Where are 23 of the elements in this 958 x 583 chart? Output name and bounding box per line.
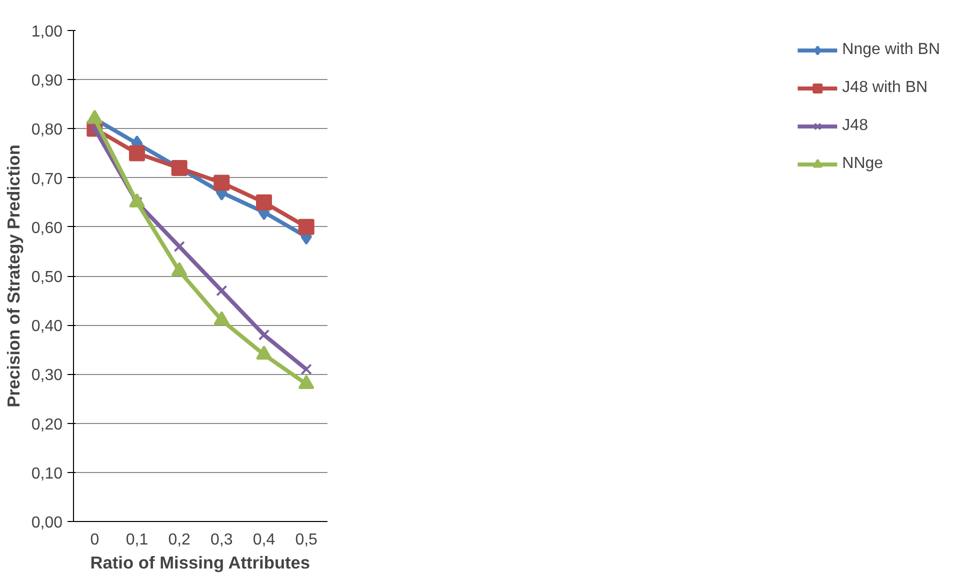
legend-label: Nnge with BN	[842, 41, 940, 59]
legend-label: J48	[842, 117, 868, 135]
y-tick-label: 0,30	[31, 367, 63, 384]
x-tick-label: 0,5	[295, 532, 318, 548]
x-tick-label: 0,2	[168, 532, 191, 548]
x-tick-label: 0,1	[126, 532, 148, 548]
y-tick-label: 0,00	[31, 514, 63, 532]
y-tick-label: 0,80	[31, 122, 63, 139]
y-tick-label: 0,70	[31, 170, 63, 188]
x-axis-title: Ratio of Missing Attributes	[90, 552, 310, 572]
y-tick-label: 0,60	[31, 220, 63, 237]
y-axis-title: Precision of Strategy Prediction	[3, 144, 24, 408]
y-tick-label: 0,90	[31, 72, 63, 90]
y-tick-label: 0,10	[31, 465, 63, 482]
y-tick-label: 1,00	[31, 24, 63, 40]
y-tick-label: 0,20	[31, 416, 63, 434]
legend-label: J48 with BN	[842, 79, 928, 97]
y-tick-label: 0,40	[31, 318, 63, 336]
y-tick-label: 0,50	[31, 269, 63, 286]
legend-label: NNge	[842, 155, 884, 173]
x-tick-label: 0	[90, 532, 100, 548]
x-tick-label: 0,3	[210, 532, 233, 548]
x-tick-label: 0,4	[252, 532, 276, 548]
